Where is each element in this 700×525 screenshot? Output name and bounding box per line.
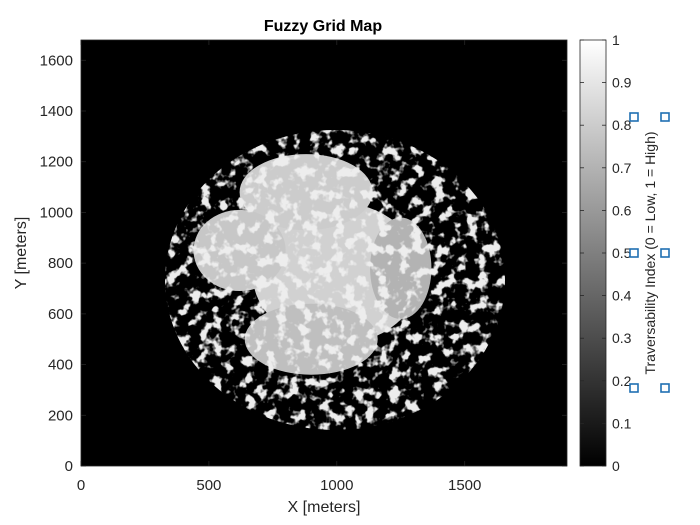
colorbar-ticks: 0 0.1 0.2 0.3 0.4 0.5 0.6 0.7 0.8 0.9 1 [580,32,632,474]
y-tick-label: 200 [48,407,73,424]
x-axis-label: X [meters] [288,499,361,516]
colorbar-tick-label: 0.7 [612,160,632,176]
y-tick-label: 0 [65,458,73,475]
y-axis: 0 200 400 600 800 1000 1200 1400 1600 [40,52,567,475]
colorbar-tick-label: 0.6 [612,202,632,218]
y-tick-label: 600 [48,306,73,323]
colorbar-tick-label: 0.1 [612,415,632,431]
y-axis-label: Y [meters] [13,217,30,290]
colorbar-tick-label: 0.4 [612,288,632,304]
y-tick-label: 1600 [40,52,73,69]
y-tick-label: 1400 [40,103,73,120]
heatmap-speckle [81,40,567,466]
x-tick-label: 500 [196,477,221,494]
colorbar: 0 0.1 0.2 0.3 0.4 0.5 0.6 0.7 0.8 0.9 1 Traversabi… [579,32,670,474]
plot-border [80,39,568,467]
y-tick-label: 1200 [40,154,73,171]
x-tick-label: 1000 [320,477,353,494]
colorbar-label-selection-handles[interactable] [629,112,670,393]
y-tick-label: 400 [48,357,73,374]
selection-handle[interactable] [629,383,639,393]
x-axis: 0 500 1000 1500 [77,40,481,494]
x-tick-label: 1500 [448,477,481,494]
colorbar-tick-label: 0 [612,458,620,474]
x-tick-label: 0 [77,477,85,494]
colorbar-tick-label: 0.3 [612,330,632,346]
selection-handle[interactable] [629,112,639,122]
colorbar-label: Traversability Index (0 = Low, 1 = High) [642,131,658,374]
colorbar-tick-label: 0.5 [612,245,632,261]
colorbar-tick-label: 1 [612,32,620,48]
y-tick-label: 1000 [40,204,73,221]
chart-title: Fuzzy Grid Map [264,18,382,35]
colorbar-tick-label: 0.9 [612,75,632,91]
selection-handle[interactable] [660,248,670,258]
selection-handle[interactable] [660,112,670,122]
colorbar-tick-label: 0.2 [612,373,632,389]
y-tick-label: 800 [48,255,73,272]
selection-handle[interactable] [660,383,670,393]
selection-handle[interactable] [629,248,639,258]
plot-area [80,39,568,467]
colorbar-tick-label: 0.8 [612,117,632,133]
